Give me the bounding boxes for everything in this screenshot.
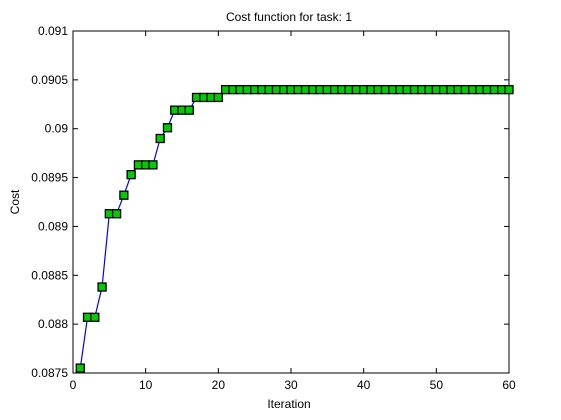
data-point [213, 92, 223, 103]
data-point [155, 133, 165, 144]
y-axis-title: Cost [8, 189, 22, 214]
data-point [90, 312, 100, 322]
x-tick-label: 30 [284, 378, 298, 392]
x-axis: 0 10 20 30 40 50 60 [70, 31, 516, 392]
x-tick-label: 0 [70, 378, 77, 392]
x-axis-title: Iteration [267, 397, 310, 411]
x-tick-label: 40 [357, 378, 371, 392]
y-tick-label: 0.089 [38, 219, 68, 233]
data-point [184, 105, 194, 115]
data-point [162, 123, 173, 133]
data-point [126, 169, 136, 180]
y-tick-label: 0.091 [38, 24, 68, 38]
x-tick-label: 10 [139, 378, 153, 392]
x-tick-label: 60 [502, 378, 516, 392]
y-tick-label: 0.088 [38, 317, 68, 331]
y-tick-label: 0.0875 [31, 366, 68, 380]
data-point [504, 84, 514, 95]
data-point [148, 160, 158, 170]
x-tick-label: 20 [212, 378, 226, 392]
y-tick-label: 0.0905 [31, 73, 68, 87]
data-point [119, 190, 129, 200]
data-point [97, 282, 107, 292]
y-axis: 0.0875 0.088 0.0885 0.089 0.0895 0.09 0.0905 0.… [31, 24, 509, 380]
data-point [75, 363, 85, 373]
x-tick-label: 50 [430, 378, 444, 392]
data-markers [75, 84, 514, 373]
plot-area [72, 30, 510, 374]
y-tick-label: 0.0885 [31, 268, 68, 282]
y-tick-label: 0.09 [45, 122, 69, 136]
chart-title: Cost function for task: 1 [226, 10, 352, 24]
data-point [111, 209, 122, 219]
y-tick-label: 0.0895 [31, 171, 68, 185]
